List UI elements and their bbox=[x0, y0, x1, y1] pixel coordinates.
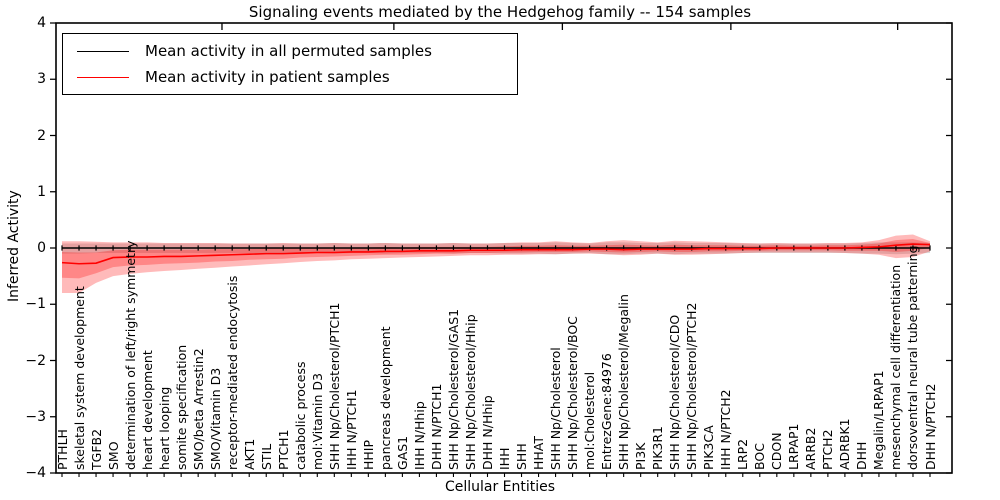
x-tick-label: GAS1 bbox=[394, 435, 410, 470]
x-tick-label: BOC bbox=[752, 443, 768, 470]
x-tick-label: HHAT bbox=[531, 435, 547, 470]
x-tick-label: dorsoventral neural tube patterning bbox=[905, 245, 921, 471]
x-tick-label: skeletal system development bbox=[71, 286, 87, 470]
x-tick-label: PIK3R1 bbox=[650, 425, 666, 470]
x-tick-label: Megalin/LRPAP1 bbox=[871, 370, 887, 470]
y-tick-label: −4 bbox=[25, 465, 46, 481]
x-tick-label: TGFB2 bbox=[88, 428, 104, 470]
legend-entry-permuted: Mean activity in all permuted samples bbox=[63, 42, 517, 60]
x-tick-label: SHH Np/Cholesterol/BOC bbox=[565, 316, 581, 470]
y-tick-label: −1 bbox=[25, 296, 46, 313]
x-tick-label: pancreas development bbox=[377, 326, 393, 470]
x-tick-label: DHH N/PTCH1 bbox=[428, 383, 444, 470]
x-tick-label: SHH Np/Cholesterol/GAS1 bbox=[445, 308, 461, 470]
x-tick-label: EntrezGene:84976 bbox=[599, 353, 615, 470]
x-tick-label: LRPAP1 bbox=[786, 423, 802, 470]
x-tick-label: STIL bbox=[258, 443, 274, 470]
x-tick-label: SMO bbox=[105, 441, 121, 470]
legend: Mean activity in all permuted samples Me… bbox=[62, 33, 518, 95]
y-tick-label: 0 bbox=[37, 240, 46, 256]
x-tick-label: IHH bbox=[497, 447, 512, 471]
x-tick-label: SHH Np/Cholesterol/Megalin bbox=[616, 294, 632, 470]
x-tick-label: SMO/beta Arrestin2 bbox=[190, 348, 206, 470]
y-tick-label: 4 bbox=[37, 15, 46, 31]
x-tick-label: heart development bbox=[139, 350, 155, 470]
x-tick-label: mol:Vitamin D3 bbox=[309, 373, 325, 470]
Mean-activity-in-patient-samples-line bbox=[61, 243, 931, 265]
x-tick-label: AKT1 bbox=[241, 438, 257, 470]
y-tick-label: 2 bbox=[37, 127, 46, 144]
x-ticks-bottom bbox=[61, 473, 931, 477]
x-tick-label: catabolic process bbox=[292, 361, 308, 470]
x-axis-label: Cellular Entities bbox=[444, 479, 556, 495]
x-tick-label: IHH N/PTCH2 bbox=[718, 389, 734, 470]
x-tick-label: SHH Np/Cholesterol bbox=[548, 347, 564, 470]
x-tick-label: ARRB2 bbox=[803, 427, 819, 470]
x-tick-label: SMO/Vitamin D3 bbox=[207, 367, 223, 470]
chart-title: Signaling events mediated by the Hedgeho… bbox=[248, 3, 752, 21]
x-tick-label: PIK3CA bbox=[701, 425, 717, 470]
x-tick-label: DHH N/PTCH2 bbox=[922, 383, 938, 470]
x-tick-label: IHH N/Hhip bbox=[411, 401, 427, 470]
y-tick-label: 1 bbox=[37, 183, 46, 200]
x-tick-label: CDON bbox=[769, 432, 785, 470]
x-tick-label: somite specification bbox=[173, 344, 189, 470]
x-tick-label: SHH Np/Cholesterol/CDO bbox=[667, 314, 683, 470]
x-tick-label: heart looping bbox=[156, 386, 172, 470]
x-tick-label: HHIP bbox=[360, 439, 376, 470]
legend-label-patient: Mean activity in patient samples bbox=[145, 68, 390, 86]
x-tick-label: DHH bbox=[854, 441, 870, 470]
x-tick-label: PTCH2 bbox=[820, 429, 836, 470]
y-tick-label: −3 bbox=[25, 408, 46, 425]
x-tick-label: PTCH1 bbox=[275, 429, 291, 470]
x-tick-label: SHH bbox=[514, 443, 530, 470]
x-tick-label: PTHLH bbox=[54, 429, 70, 470]
x-ticks-top bbox=[221, 23, 899, 30]
x-tick-label: PI3K bbox=[633, 442, 649, 470]
y-ticks bbox=[50, 22, 952, 474]
y-tick-label: −2 bbox=[25, 352, 46, 369]
x-tick-label: LRP2 bbox=[735, 438, 751, 470]
legend-label-permuted: Mean activity in all permuted samples bbox=[145, 42, 432, 60]
x-tick-label: SHH Np/Cholesterol/PTCH2 bbox=[684, 302, 700, 471]
patient-line-swatch bbox=[77, 76, 129, 78]
x-tick-label: SHH Np/Cholesterol/Hhip bbox=[462, 314, 478, 470]
x-tick-label: ADRBK1 bbox=[837, 418, 853, 470]
x-tick-label: mesenchymal cell differentiation bbox=[888, 264, 904, 470]
y-tick-label: 3 bbox=[37, 71, 46, 88]
x-tick-label: determination of left/right symmetry bbox=[122, 240, 138, 471]
x-tick-label: mol:Cholesterol bbox=[582, 371, 598, 470]
x-tick-label: IHH N/PTCH1 bbox=[343, 389, 359, 470]
x-tick-label: SHH Np/Cholesterol/PTCH1 bbox=[326, 302, 342, 471]
x-tick-label: receptor-mediated endocytosis bbox=[224, 275, 240, 470]
patient-outer-band bbox=[62, 234, 930, 293]
x-tick-label: DHH N/Hhip bbox=[479, 395, 495, 470]
permuted-line-swatch bbox=[77, 50, 129, 52]
legend-entry-patient: Mean activity in patient samples bbox=[63, 68, 517, 86]
